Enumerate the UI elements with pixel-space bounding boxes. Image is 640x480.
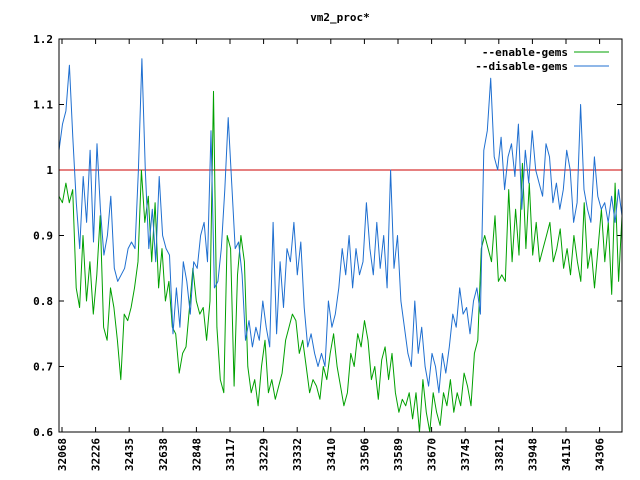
series-line-disable-gems bbox=[58, 58, 623, 394]
x-tick-label: 32435 bbox=[123, 438, 136, 471]
x-tick-label: 33332 bbox=[291, 438, 304, 471]
x-tick-label: 32638 bbox=[157, 438, 170, 471]
y-tick-label: 1.1 bbox=[33, 99, 53, 112]
series-group bbox=[58, 58, 623, 433]
x-tick-label: 33821 bbox=[493, 438, 506, 471]
y-axis: 0.6 0.7 0.8 0.9 1 1.1 1.2 bbox=[33, 33, 622, 439]
x-tick-label: 33745 bbox=[459, 438, 472, 471]
y-tick-label: 0.6 bbox=[33, 426, 53, 439]
x-tick-label: 34115 bbox=[560, 438, 573, 471]
x-tick-label: 33506 bbox=[358, 438, 371, 471]
x-tick-label: 32848 bbox=[190, 438, 203, 471]
x-tick-label: 33410 bbox=[325, 438, 338, 471]
y-tick-label: 0.9 bbox=[33, 230, 53, 243]
y-tick-label: 0.8 bbox=[33, 295, 53, 308]
y-tick-label: 1 bbox=[46, 164, 53, 177]
legend-label: --disable-gems bbox=[475, 60, 568, 73]
plot-frame bbox=[58, 38, 623, 433]
x-tick-label: 32068 bbox=[56, 438, 69, 471]
x-tick-label: 33670 bbox=[426, 438, 439, 471]
y-tick-label: 0.7 bbox=[33, 361, 53, 374]
x-axis: 32068 32226 32435 32638 32848 33117 33229 33332… bbox=[56, 39, 607, 471]
chart-title: vm2_proc* bbox=[310, 11, 370, 24]
x-tick-label: 33948 bbox=[526, 438, 539, 471]
x-tick-label: 34306 bbox=[594, 438, 607, 471]
x-tick-label: 33589 bbox=[392, 438, 405, 471]
x-tick-label: 32226 bbox=[90, 438, 103, 471]
legend-label: --enable-gems bbox=[482, 46, 568, 59]
series-line-enable-gems bbox=[58, 90, 623, 433]
y-tick-label: 1.2 bbox=[33, 33, 53, 46]
x-tick-label: 33117 bbox=[224, 438, 237, 471]
legend: --enable-gems--disable-gems bbox=[475, 46, 609, 73]
x-tick-label: 33229 bbox=[258, 438, 271, 471]
